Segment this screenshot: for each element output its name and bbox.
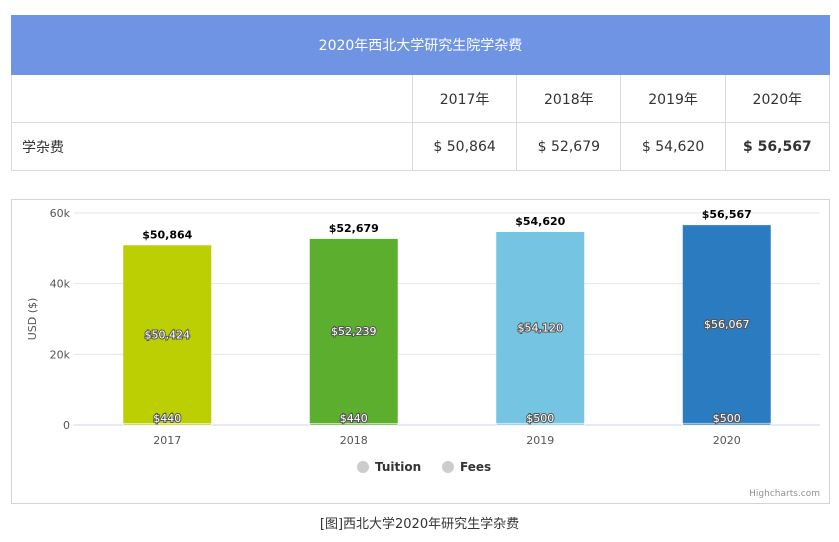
fee-value-2018: $ 52,679 bbox=[516, 122, 622, 171]
tuition-value-label: $54,120 bbox=[518, 322, 564, 335]
y-axis-title: USD ($) bbox=[26, 298, 39, 341]
tuition-table: 2020年西北大学研究生院学杂费 2017年 2018年 2019年 2020年… bbox=[11, 15, 831, 171]
year-header-2018: 2018年 bbox=[516, 74, 622, 123]
legend-item-fees: Fees bbox=[460, 460, 491, 474]
tuition-value-label: $56,067 bbox=[704, 318, 750, 331]
legend-marker-tuition bbox=[357, 461, 369, 473]
table-row: 学杂费 $ 50,864 $ 52,679 $ 54,620 $ 56,567 bbox=[11, 122, 831, 171]
fee-value-2020: $ 56,567 bbox=[724, 122, 831, 171]
bar-fees bbox=[495, 422, 585, 426]
legend-marker-fees bbox=[442, 461, 454, 473]
total-label: $54,620 bbox=[515, 215, 565, 228]
y-tick-label: 40k bbox=[50, 278, 71, 291]
legend-item-tuition: Tuition bbox=[375, 460, 421, 474]
x-tick-label: 2020 bbox=[713, 434, 741, 447]
bar-fees bbox=[309, 423, 399, 426]
fee-value-label: $500 bbox=[713, 412, 741, 425]
table-corner-cell bbox=[11, 74, 413, 123]
bar-chart: 0 20k 40k 60k USD ($) $50,864 $50,424 $440 2017 $… bbox=[11, 199, 830, 504]
x-tick-label: 2019 bbox=[526, 434, 554, 447]
bar-fees bbox=[122, 423, 212, 426]
fee-value-2017: $ 50,864 bbox=[411, 122, 518, 171]
tuition-value-label: $52,239 bbox=[331, 325, 377, 338]
fee-value-label: $500 bbox=[526, 412, 554, 425]
year-header-2020: 2020年 bbox=[724, 74, 831, 123]
fee-value-label: $440 bbox=[340, 412, 368, 425]
x-tick-label: 2018 bbox=[340, 434, 368, 447]
bar-tuition bbox=[123, 245, 212, 424]
figure-caption: [图]西北大学2020年研究生学杂费 bbox=[319, 517, 520, 532]
year-header-2019: 2019年 bbox=[620, 74, 726, 123]
tuition-value-label: $50,424 bbox=[145, 328, 191, 341]
fee-value-2019: $ 54,620 bbox=[620, 122, 726, 171]
bar-tuition bbox=[496, 232, 585, 424]
bar-fees bbox=[682, 422, 772, 426]
bar-tuition bbox=[309, 238, 398, 424]
y-tick-label: 0 bbox=[63, 419, 70, 432]
table-title: 2020年西北大学研究生院学杂费 bbox=[11, 15, 830, 75]
year-header-2017: 2017年 bbox=[411, 74, 518, 123]
total-label: $56,567 bbox=[702, 208, 752, 221]
chart-svg: 0 20k 40k 60k USD ($) $50,864 $50,424 $440 2017 $… bbox=[26, 207, 820, 499]
fee-value-label: $440 bbox=[153, 412, 181, 425]
row-label: 学杂费 bbox=[11, 122, 413, 171]
credits-label: Highcharts.com bbox=[749, 489, 820, 499]
bar-tuition bbox=[682, 225, 771, 424]
y-tick-label: 20k bbox=[50, 348, 71, 361]
x-tick-label: 2017 bbox=[153, 434, 181, 447]
total-label: $52,679 bbox=[329, 222, 379, 235]
y-tick-label: 60k bbox=[50, 207, 71, 220]
total-label: $50,864 bbox=[142, 228, 192, 241]
table-header-row: 2017年 2018年 2019年 2020年 bbox=[11, 74, 831, 123]
